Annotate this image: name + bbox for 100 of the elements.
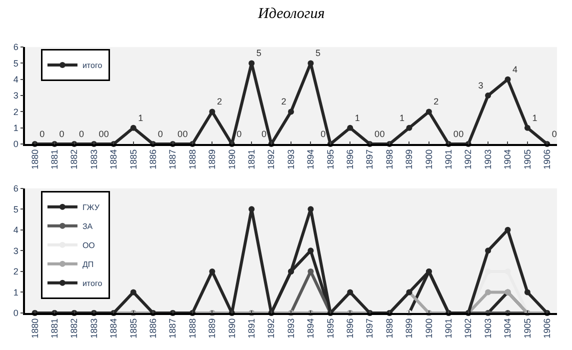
x-tick-label: 1887 (168, 318, 178, 338)
x-tick-label: 1888 (187, 318, 198, 338)
y-tick-label: 5 (13, 204, 18, 214)
x-tick-label: 1883 (88, 149, 99, 170)
x-tick-label: 1899 (404, 318, 414, 338)
y-tick-label: 6 (13, 184, 18, 194)
x-tick-label: 1900 (424, 318, 434, 338)
y-tick-label: 1 (13, 123, 18, 134)
y-tick-label: 3 (13, 90, 18, 101)
y-tick-label: 4 (13, 74, 18, 85)
data-label: 1 (399, 112, 404, 123)
data-label: 0 (182, 129, 188, 140)
x-tick-label: 1895 (325, 149, 336, 170)
x-tick-label: 1889 (207, 318, 218, 338)
x-tick-label: 1896 (345, 318, 356, 338)
x-tick-label: 1903 (482, 149, 493, 170)
data-label: 0 (158, 129, 163, 140)
data-label: 0 (98, 129, 104, 140)
legend-label: ГЖУ (82, 202, 100, 212)
x-tick-label: 1888 (187, 149, 198, 170)
x-tick-label: 1882 (69, 149, 80, 170)
y-tick-label: 4 (13, 225, 18, 236)
chart-title: Идеология (257, 6, 325, 22)
data-label: 0 (552, 129, 557, 140)
data-label: 0 (262, 129, 267, 140)
x-tick-label: 1882 (69, 318, 80, 338)
y-tick-label: 0 (13, 308, 18, 318)
y-tick-label: 1 (13, 287, 18, 298)
x-tick-label: 1893 (286, 149, 296, 170)
x-tick-label: 1881 (49, 149, 60, 170)
x-tick-label: 1887 (168, 149, 178, 170)
data-label: 0 (79, 129, 84, 140)
data-label: 1 (138, 112, 144, 123)
data-label: 0 (458, 129, 464, 140)
data-label: 0 (374, 129, 380, 140)
legend-label: ОО (82, 240, 95, 250)
x-tick-label: 1880 (30, 149, 40, 170)
x-tick-label: 1885 (128, 318, 138, 338)
data-label: 2 (434, 96, 439, 107)
data-label: 1 (532, 112, 538, 123)
x-tick-label: 1902 (463, 318, 474, 338)
y-tick-label: 2 (13, 266, 18, 277)
x-tick-label: 1893 (286, 318, 296, 338)
data-label: 0 (320, 129, 326, 140)
legend-label: итого (82, 61, 103, 70)
x-tick-label: 1886 (148, 318, 158, 338)
legend-label: итого (82, 278, 103, 288)
x-tick-label: 1901 (444, 318, 454, 338)
data-label: 2 (216, 96, 222, 107)
legend-label: ЗА (82, 222, 94, 231)
x-tick-label: 1892 (266, 318, 276, 338)
x-tick-label: 1894 (306, 318, 316, 338)
x-tick-label: 1891 (246, 149, 257, 170)
data-label: 0 (236, 129, 242, 140)
data-label: 4 (512, 64, 518, 74)
x-tick-label: 1883 (88, 318, 99, 338)
x-tick-label: 1904 (502, 318, 513, 338)
x-tick-label: 1896 (345, 149, 356, 170)
x-tick-label: 1885 (128, 149, 138, 170)
x-tick-label: 1903 (482, 318, 493, 338)
x-tick-label: 1900 (424, 149, 434, 170)
x-tick-label: 1884 (108, 318, 119, 338)
data-label: 1 (354, 112, 360, 123)
x-tick-label: 1894 (306, 149, 316, 170)
x-tick-label: 1897 (364, 318, 375, 338)
data-label: 5 (315, 48, 320, 58)
data-label: 0 (104, 129, 109, 140)
x-tick-label: 1906 (542, 318, 552, 338)
y-tick-label: 6 (13, 42, 18, 52)
x-tick-label: 1906 (542, 149, 552, 170)
data-label: 0 (40, 129, 45, 140)
x-tick-label: 1902 (463, 149, 474, 170)
data-label: 2 (281, 96, 286, 107)
y-tick-label: 5 (13, 58, 18, 68)
y-tick-label: 0 (13, 139, 18, 150)
x-tick-label: 1905 (522, 149, 532, 170)
x-tick-label: 1899 (404, 149, 414, 170)
x-tick-label: 1889 (207, 149, 218, 170)
x-tick-label: 1890 (226, 318, 237, 338)
y-tick-label: 3 (13, 246, 18, 256)
x-tick-label: 1881 (49, 318, 60, 338)
data-label: 3 (478, 80, 484, 91)
data-label: 5 (256, 48, 262, 58)
y-tick-label: 2 (13, 106, 18, 117)
x-tick-label: 1898 (384, 149, 394, 170)
x-tick-label: 1905 (522, 318, 532, 338)
x-tick-label: 1886 (148, 149, 158, 170)
x-tick-label: 1897 (364, 149, 375, 170)
x-tick-label: 1884 (108, 149, 119, 170)
x-tick-label: 1880 (30, 318, 40, 338)
x-tick-label: 1901 (444, 149, 454, 170)
x-tick-label: 1891 (246, 318, 257, 338)
x-tick-label: 1892 (266, 149, 276, 170)
data-label: 0 (453, 129, 458, 140)
legend-label: ДП (82, 260, 94, 269)
data-label: 0 (380, 129, 385, 140)
data-label: 0 (178, 129, 183, 140)
x-tick-label: 1898 (384, 318, 394, 338)
x-tick-label: 1904 (502, 149, 513, 170)
x-tick-label: 1890 (226, 149, 237, 170)
